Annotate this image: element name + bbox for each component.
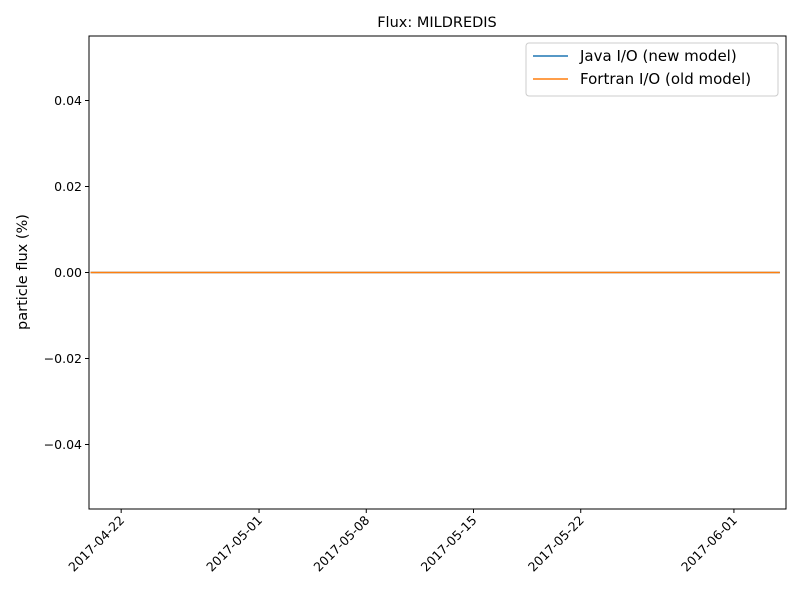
x-tick-label: 2017-05-01 <box>203 513 265 575</box>
y-tick-label: 0.00 <box>54 265 82 280</box>
y-tick-label: −0.02 <box>44 351 82 366</box>
legend-frame <box>525 42 779 97</box>
y-tick-label: −0.04 <box>44 437 82 452</box>
legend-label: Java I/O (new model) <box>579 47 737 65</box>
x-tick-label: 2017-06-01 <box>678 513 740 575</box>
y-tick-label: 0.02 <box>54 179 82 194</box>
x-axis-ticks: 2017-04-22 2017-05-01 2017-05-08 2017-05-15… <box>65 509 740 574</box>
x-tick-label: 2017-05-08 <box>310 512 372 574</box>
chart-title: Flux: MILDREDIS <box>377 15 497 31</box>
y-axis-ticks: −0.04 −0.02 0.00 0.02 0.04 <box>44 93 89 452</box>
x-tick-label: 2017-05-15 <box>418 513 480 575</box>
legend-label: Fortran I/O (old model) <box>580 70 751 88</box>
y-tick-label: 0.04 <box>54 93 82 108</box>
x-tick-label: 2017-05-22 <box>525 513 587 575</box>
x-tick-label: 2017-04-22 <box>65 513 127 575</box>
legend: Java I/O (new model) Fortran I/O (old mod… <box>525 42 779 97</box>
y-axis-label: particle flux (%) <box>15 214 31 330</box>
